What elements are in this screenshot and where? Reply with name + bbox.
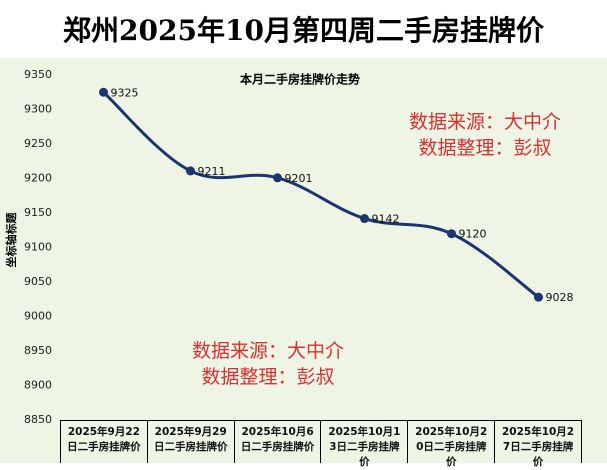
- series-line: [102, 91, 540, 299]
- x-tick-label: 2025年10月6日二手房挂牌价: [234, 421, 322, 463]
- data-point: [99, 87, 108, 97]
- y-tick-label: 9150: [24, 206, 52, 219]
- x-tick-label: 2025年10月13日二手房挂牌价: [321, 421, 409, 468]
- chart-title: 郑州2025年10月第四周二手房挂牌价: [63, 14, 544, 47]
- y-tick-label: 9300: [24, 103, 52, 116]
- annotation: 数据整理：彭叔: [201, 366, 334, 388]
- y-tick-label: 8900: [24, 379, 52, 392]
- chart: 本月二手房挂牌价走势 坐标轴标题 8850 8900 8950 9000 9050 910…: [0, 58, 607, 463]
- y-tick-label: 9050: [24, 275, 52, 288]
- y-tick-label: 8850: [24, 413, 52, 426]
- annotation: 数据来源：大中介: [409, 111, 561, 133]
- chart-subtitle: 本月二手房挂牌价走势: [240, 72, 360, 87]
- data-label: 9028: [546, 291, 574, 304]
- y-tick-label: 9350: [24, 68, 52, 81]
- y-axis-label: 坐标轴标题: [4, 212, 18, 268]
- y-tick-label: 9250: [24, 137, 52, 150]
- data-point: [447, 229, 456, 239]
- y-tick-label: 9200: [24, 172, 52, 185]
- data-label: 9120: [459, 228, 487, 241]
- data-point: [534, 292, 543, 302]
- data-label: 9142: [372, 213, 400, 226]
- category-table: 2025年9月22日二手房挂牌价 2025年9月29日二手房挂牌价 2025年10月…: [60, 420, 582, 468]
- annotation: 数据来源：大中介: [192, 340, 344, 362]
- x-tick-label: 2025年9月29日二手房挂牌价: [147, 421, 235, 463]
- data-point: [186, 166, 195, 176]
- x-tick-label: 2025年10月27日二手房挂牌价: [495, 421, 582, 468]
- annotation: 数据整理：彭叔: [418, 137, 551, 159]
- data-label: 9201: [285, 172, 313, 185]
- data-label: 9211: [198, 165, 226, 178]
- data-label: 9325: [111, 86, 139, 99]
- x-tick-label: 2025年10月20日二手房挂牌价: [408, 421, 496, 468]
- y-tick-label: 8950: [24, 344, 52, 357]
- plot-background: [0, 58, 607, 463]
- y-tick-label: 9000: [24, 310, 52, 323]
- y-tick-label: 9100: [24, 241, 52, 254]
- data-point: [273, 173, 282, 183]
- data-point: [360, 214, 369, 224]
- x-tick-label: 2025年9月22日二手房挂牌价: [61, 421, 148, 463]
